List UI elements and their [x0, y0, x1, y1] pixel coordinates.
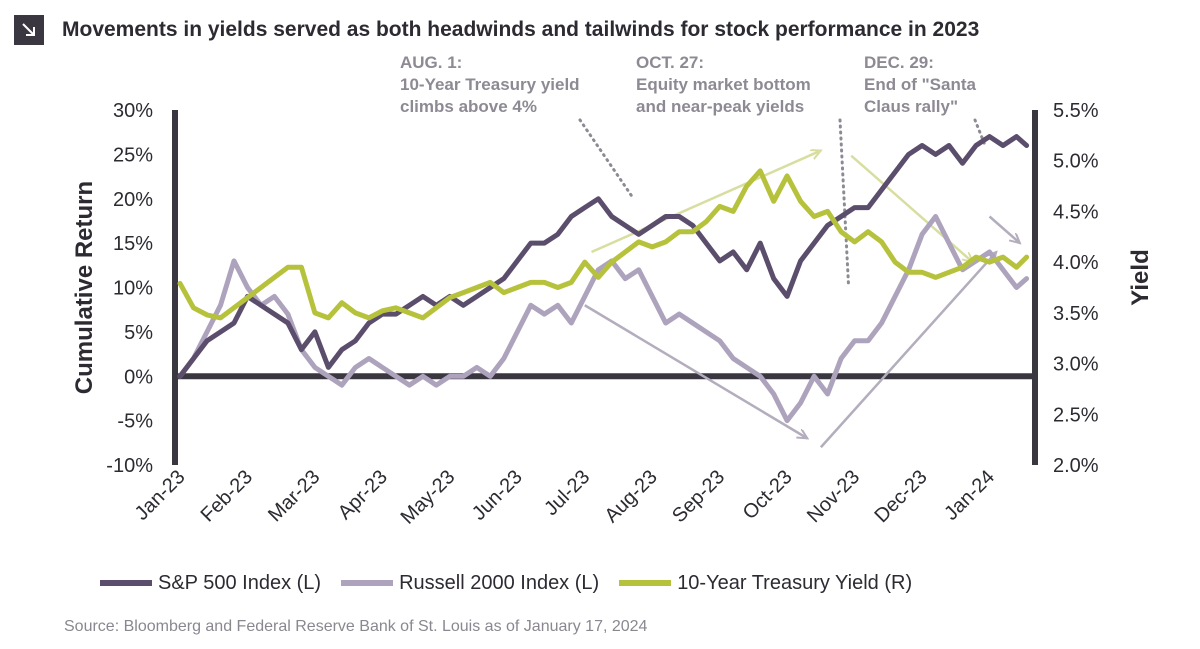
y-tick-label: 10% — [113, 278, 153, 300]
annotation-title: DEC. 29: — [864, 53, 934, 72]
x-tick-label: Jan-24 — [940, 466, 999, 525]
arrow-down-right-icon — [14, 15, 44, 45]
source-note: Source: Bloomberg and Federal Reserve Ba… — [64, 618, 648, 635]
y-tick-label: 15% — [113, 233, 153, 255]
legend-item-sp500: S&P 500 Index (L) — [100, 572, 321, 595]
chart-header: Movements in yields served as both headw… — [14, 14, 979, 46]
trend-arrow-3 — [584, 304, 808, 438]
y-tick-label: 0% — [124, 366, 153, 388]
trend-arrow-1 — [591, 151, 821, 254]
annotation-text: End of "Santa — [864, 75, 976, 94]
y2-tick-label: 3.5% — [1053, 303, 1099, 325]
x-tick-label: Sep-23 — [668, 466, 729, 527]
y2-tick-label: 3.0% — [1053, 354, 1099, 376]
annotation-text: Claus rally" — [864, 97, 958, 116]
trend-arrow-5 — [988, 215, 1020, 244]
y2-tick-label: 2.0% — [1053, 455, 1099, 477]
chart-title: Movements in yields served as both headw… — [62, 18, 980, 41]
y2-axis-title: Yield — [1127, 249, 1154, 305]
y-tick-label: -10% — [106, 455, 153, 477]
x-tick-label: Oct-23 — [739, 466, 797, 524]
annotation-text: climbs above 4% — [400, 97, 537, 116]
y-tick-label: 20% — [113, 189, 153, 211]
y2-tick-label: 5.5% — [1053, 100, 1099, 122]
legend-item-treasury: 10-Year Treasury Yield (R) — [619, 572, 912, 595]
russell2000-line — [177, 214, 1030, 424]
x-tick-label: Apr-23 — [334, 466, 392, 524]
treasury-yield-line — [177, 168, 1030, 321]
annotation-leader-dec — [973, 118, 986, 145]
legend-label-russell: Russell 2000 Index (L) — [399, 571, 600, 594]
annotation-title: AUG. 1: — [400, 53, 462, 72]
y2-tick-label: 2.5% — [1053, 404, 1099, 426]
y2-tick-label: 4.5% — [1053, 201, 1099, 223]
x-tick-label: Nov-23 — [803, 466, 864, 527]
annotation-text: Equity market bottom — [636, 75, 811, 94]
legend-label-sp500: S&P 500 Index (L) — [158, 571, 322, 594]
x-tick-label: Dec-23 — [870, 466, 931, 527]
legend-label-treasury: 10-Year Treasury Yield (R) — [677, 571, 913, 594]
trend-arrow-4 — [819, 252, 996, 449]
annotation-text: and near-peak yields — [636, 97, 804, 116]
y-tick-label: 25% — [113, 144, 153, 166]
annotation-leader-oct — [838, 118, 850, 286]
annotation-text: 10-Year Treasury yield — [400, 75, 580, 94]
annotation-title: OCT. 27: — [636, 53, 704, 72]
x-tick-label: Feb-23 — [197, 466, 257, 526]
sp500-line — [177, 134, 1030, 379]
x-tick-label: Aug-23 — [601, 466, 662, 527]
y-tick-label: 30% — [113, 100, 153, 122]
legend-item-russell: Russell 2000 Index (L) — [341, 572, 599, 595]
y-tick-label: -5% — [117, 411, 153, 433]
y-axis-title: Cumulative Return — [71, 181, 98, 394]
x-tick-label: Jul-23 — [540, 466, 594, 520]
x-tick-label: Jun-23 — [468, 466, 527, 525]
y2-tick-label: 4.0% — [1053, 252, 1099, 274]
x-tick-label: Mar-23 — [264, 466, 324, 526]
y2-tick-label: 5.0% — [1053, 151, 1099, 173]
chart-legend: S&P 500 Index (L) Russell 2000 Index (L)… — [100, 568, 932, 598]
y-tick-label: 5% — [124, 322, 153, 344]
x-tick-label: May-23 — [397, 466, 460, 529]
annotation-leader-aug — [578, 118, 634, 199]
